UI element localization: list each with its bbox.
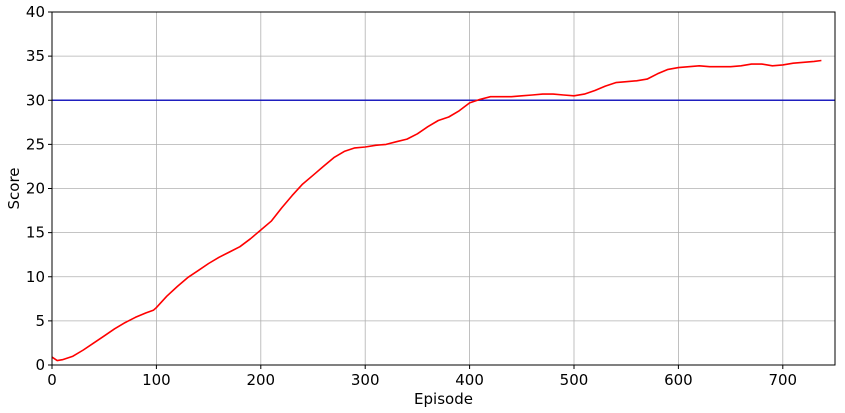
y-tick-label: 40 [26,3,45,21]
x-tick-label: 500 [560,371,589,389]
series-group [51,59,822,362]
y-tick-label: 0 [35,356,45,374]
x-axis-ticks: 0 100 200 300 400 500 600 700 [47,365,797,389]
x-tick-label: 700 [768,371,797,389]
x-tick-label: 0 [47,371,57,389]
x-tick-label: 200 [246,371,275,389]
y-tick-label: 20 [26,180,45,198]
y-tick-label: 25 [26,135,45,153]
y-tick-label: 35 [26,47,45,65]
y-tick-label: 5 [35,312,45,330]
y-axis-ticks: 0 5 10 15 20 25 30 35 40 [26,3,52,374]
grid [51,11,835,366]
x-tick-label: 100 [142,371,171,389]
y-tick-label: 10 [26,268,45,286]
x-axis-label: Episode [414,390,473,408]
y-tick-label: 15 [26,224,45,242]
y-axis-label: Score [5,167,23,209]
y-tick-label: 30 [26,91,45,109]
x-tick-label: 600 [664,371,693,389]
x-tick-label: 400 [455,371,484,389]
x-tick-label: 300 [351,371,380,389]
series-line [51,59,822,362]
